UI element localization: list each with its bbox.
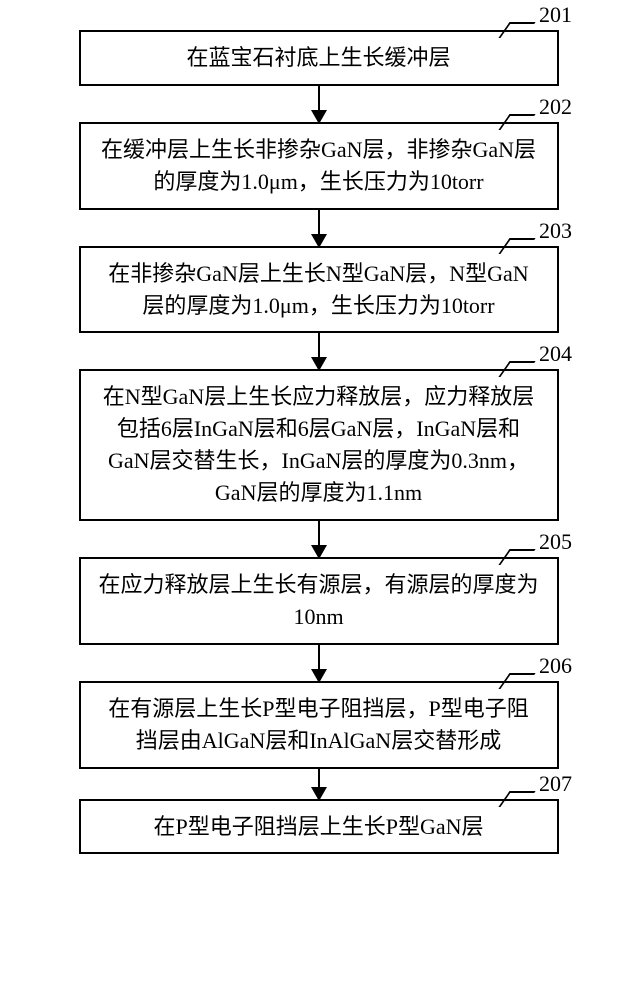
step-wrapper-204: 204 在N型GaN层上生长应力释放层，应力释放层包括6层InGaN层和6层Ga… bbox=[45, 369, 592, 521]
arrow-204-205 bbox=[318, 521, 320, 557]
step-id-206: 206 bbox=[539, 653, 572, 679]
step-id-202: 202 bbox=[539, 94, 572, 120]
step-wrapper-202: 202 在缓冲层上生长非掺杂GaN层，非掺杂GaN层的厚度为1.0μm，生长压力… bbox=[45, 122, 592, 210]
arrow-205-206 bbox=[318, 645, 320, 681]
step-wrapper-203: 203 在非掺杂GaN层上生长N型GaN层，N型GaN层的厚度为1.0μm，生长… bbox=[45, 246, 592, 334]
step-id-204: 204 bbox=[539, 341, 572, 367]
arrow-201-202 bbox=[318, 86, 320, 122]
arrow-203-204 bbox=[318, 333, 320, 369]
step-box-206: 在有源层上生长P型电子阻挡层，P型电子阻挡层由AlGaN层和InAlGaN层交替… bbox=[79, 681, 559, 769]
step-wrapper-206: 206 在有源层上生长P型电子阻挡层，P型电子阻挡层由AlGaN层和InAlGa… bbox=[45, 681, 592, 769]
step-box-201: 在蓝宝石衬底上生长缓冲层 bbox=[79, 30, 559, 86]
process-flowchart: 201 在蓝宝石衬底上生长缓冲层 202 在缓冲层上生长非掺杂GaN层，非掺杂G… bbox=[45, 30, 592, 854]
step-id-207: 207 bbox=[539, 771, 572, 797]
step-id-205: 205 bbox=[539, 529, 572, 555]
arrow-202-203 bbox=[318, 210, 320, 246]
step-box-205: 在应力释放层上生长有源层，有源层的厚度为10nm bbox=[79, 557, 559, 645]
step-box-203: 在非掺杂GaN层上生长N型GaN层，N型GaN层的厚度为1.0μm，生长压力为1… bbox=[79, 246, 559, 334]
step-id-201: 201 bbox=[539, 2, 572, 28]
step-id-203: 203 bbox=[539, 218, 572, 244]
step-box-204: 在N型GaN层上生长应力释放层，应力释放层包括6层InGaN层和6层GaN层，I… bbox=[79, 369, 559, 521]
step-box-207: 在P型电子阻挡层上生长P型GaN层 bbox=[79, 799, 559, 855]
step-wrapper-201: 201 在蓝宝石衬底上生长缓冲层 bbox=[45, 30, 592, 86]
step-wrapper-207: 207 在P型电子阻挡层上生长P型GaN层 bbox=[45, 799, 592, 855]
step-wrapper-205: 205 在应力释放层上生长有源层，有源层的厚度为10nm bbox=[45, 557, 592, 645]
step-box-202: 在缓冲层上生长非掺杂GaN层，非掺杂GaN层的厚度为1.0μm，生长压力为10t… bbox=[79, 122, 559, 210]
arrow-206-207 bbox=[318, 769, 320, 799]
